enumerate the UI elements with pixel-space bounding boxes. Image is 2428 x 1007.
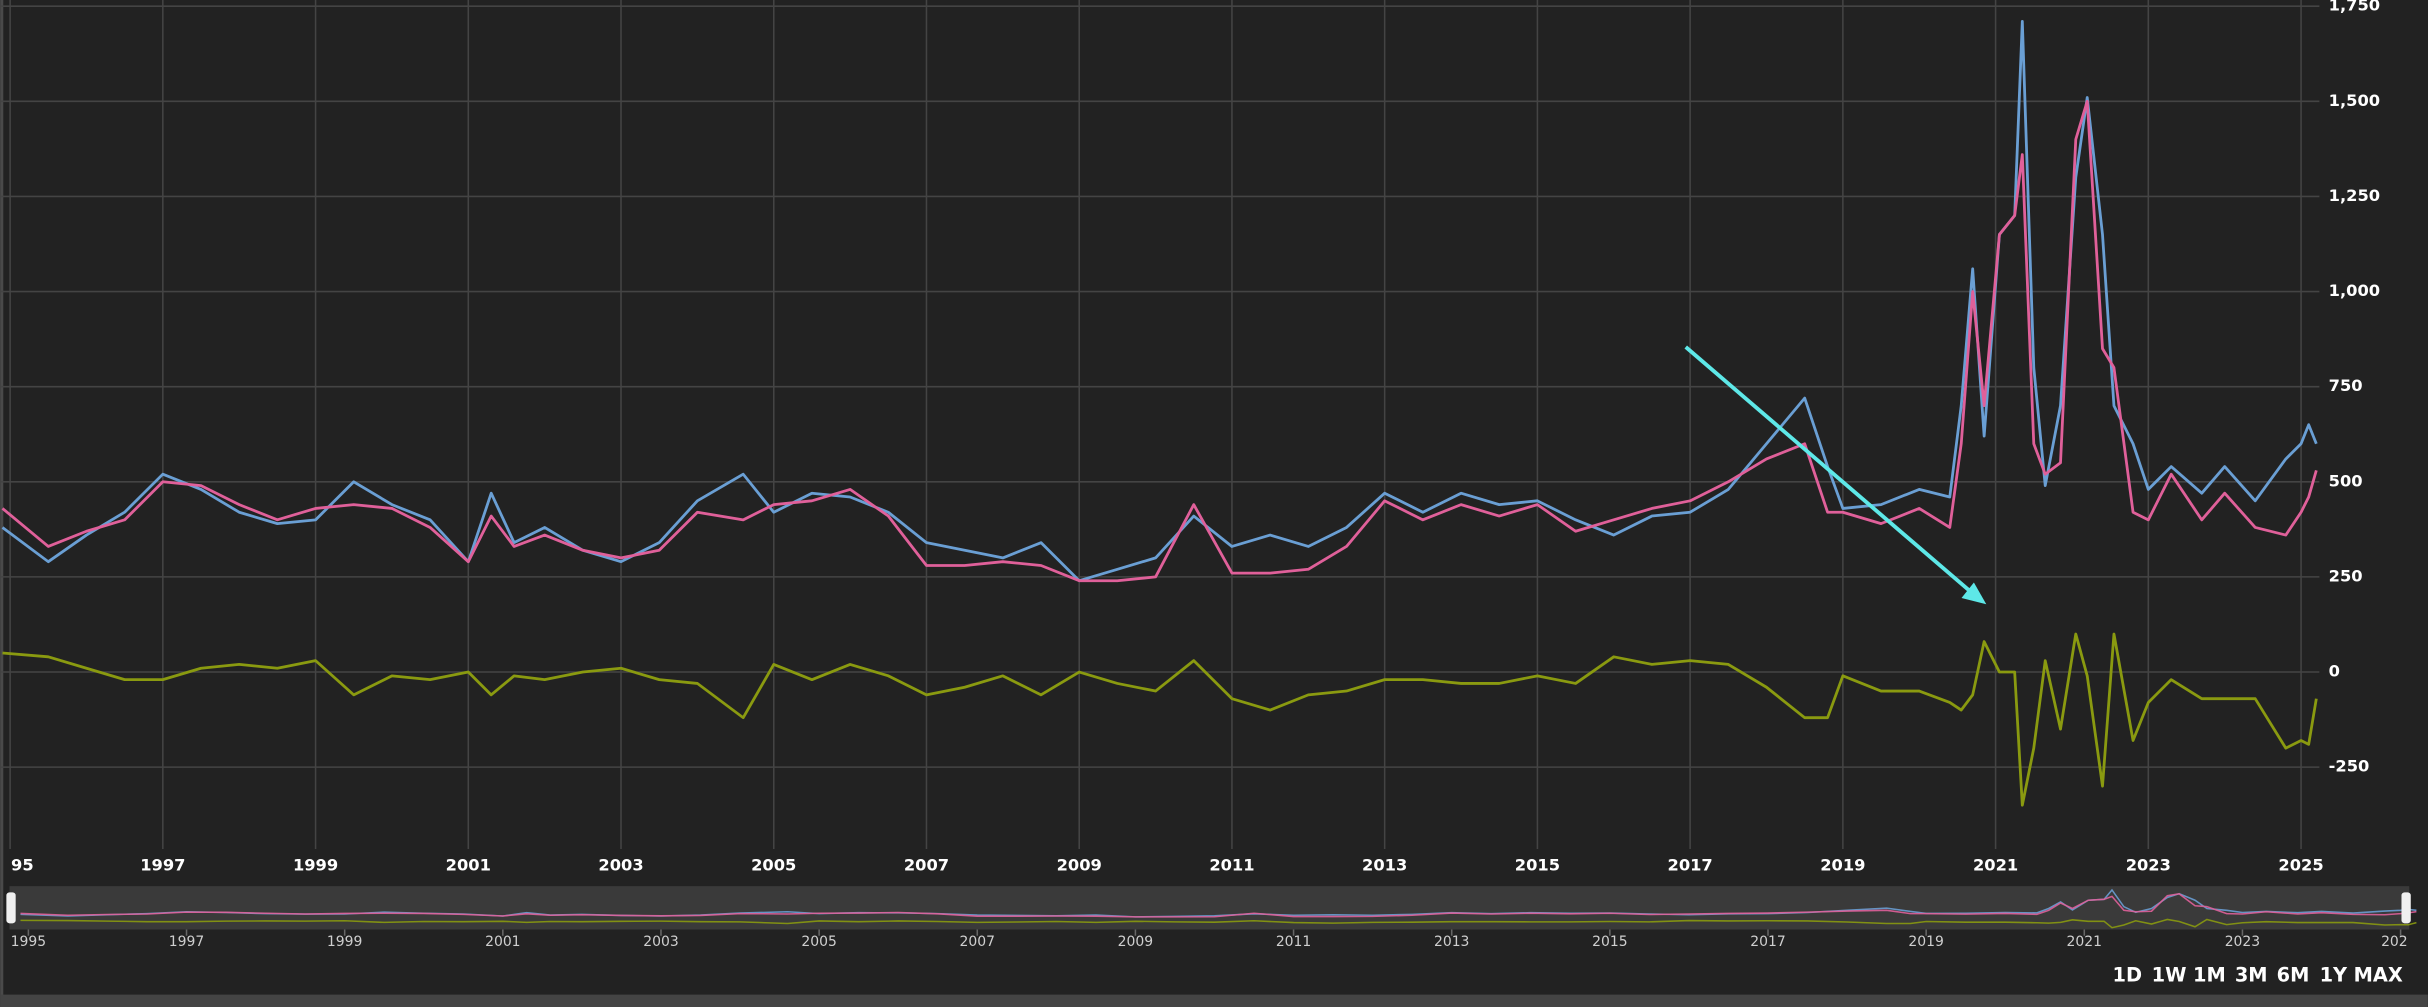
x-tick-label: 95 (11, 856, 34, 875)
x-tick-label: 2003 (598, 856, 643, 875)
annotation-arrowhead (1961, 582, 1987, 605)
range-button[interactable]: MAX (2354, 964, 2403, 987)
navigator-tick-label: 2019 (1908, 934, 1943, 950)
navigator: 1995 1997 1999 2001 2003 2005 2007 2009 2011 2013… (11, 888, 2417, 950)
range-button[interactable]: 1W (2152, 964, 2187, 987)
y-tick-label: 250 (2329, 566, 2363, 585)
navigator-tick-label: 2011 (1276, 934, 1311, 950)
navigator-tick-label: 1995 (11, 934, 46, 950)
range-button[interactable]: 3M (2235, 964, 2268, 987)
navigator-tick-label: 2007 (960, 934, 995, 950)
navigator-tick-label: 2003 (643, 934, 678, 950)
annotation-arrow (1684, 345, 1973, 594)
range-buttons: 1D 1W 1M 3M 6M 1Y MAX (2112, 964, 2402, 987)
plot-lines (1, 20, 2318, 807)
x-tick-label: 2017 (1668, 856, 1713, 875)
y-tick-label: 1,250 (2329, 186, 2380, 205)
grid: -250 0 250 500 750 1,000 1,250 1,500 1,750 95 1997… (0, 0, 2380, 875)
y-tick-label: 1,750 (2329, 0, 2380, 15)
x-tick-label: 1999 (293, 856, 338, 875)
x-tick-label: 2009 (1057, 856, 1102, 875)
x-tick-label: 2025 (2278, 856, 2323, 875)
navigator-line (20, 893, 2417, 918)
navigator-tick-label: 2005 (801, 934, 836, 950)
navigator-tick-label: 202 (2381, 934, 2408, 950)
series-line (1, 99, 2318, 583)
x-tick-label: 2013 (1362, 856, 1407, 875)
navigator-tick-label: 2015 (1592, 934, 1627, 950)
series-line (1, 20, 2318, 583)
navigator-tick-label: 2013 (1434, 934, 1469, 950)
x-tick-label: 2015 (1515, 856, 1560, 875)
navigator-handle-left[interactable] (6, 892, 16, 924)
range-button[interactable]: 1M (2193, 964, 2226, 987)
y-tick-label: -250 (2329, 757, 2370, 776)
x-tick-label: 2023 (2126, 856, 2171, 875)
x-tick-label: 2011 (1209, 856, 1254, 875)
bottom-border (0, 994, 2428, 1007)
y-tick-label: 750 (2329, 376, 2363, 395)
navigator-tick-label: 2009 (1118, 934, 1153, 950)
navigator-line (20, 918, 2417, 929)
x-tick-label: 1997 (140, 856, 185, 875)
navigator-tick-label: 1997 (169, 934, 204, 950)
series-line (2, 632, 2318, 807)
navigator-handle-right[interactable] (2401, 892, 2411, 924)
y-tick-label: 1,000 (2329, 281, 2380, 300)
x-tick-label: 2019 (1820, 856, 1865, 875)
left-border (0, 0, 4, 1007)
navigator-tick-label: 1999 (327, 934, 362, 950)
navigator-tick-label: 2001 (485, 934, 520, 950)
range-button[interactable]: 1Y (2320, 964, 2348, 987)
x-tick-label: 2021 (1973, 856, 2018, 875)
y-tick-label: 0 (2329, 662, 2340, 681)
y-tick-label: 500 (2329, 471, 2363, 490)
range-button[interactable]: 6M (2277, 964, 2310, 987)
navigator-tick-label: 2021 (2067, 934, 2102, 950)
navigator-tick-label: 2023 (2225, 934, 2260, 950)
range-button[interactable]: 1D (2112, 964, 2142, 987)
x-tick-label: 2007 (904, 856, 949, 875)
x-tick-label: 2001 (446, 856, 491, 875)
x-tick-label: 2005 (751, 856, 796, 875)
navigator-tick-label: 2017 (1750, 934, 1785, 950)
y-tick-label: 1,500 (2329, 91, 2380, 110)
